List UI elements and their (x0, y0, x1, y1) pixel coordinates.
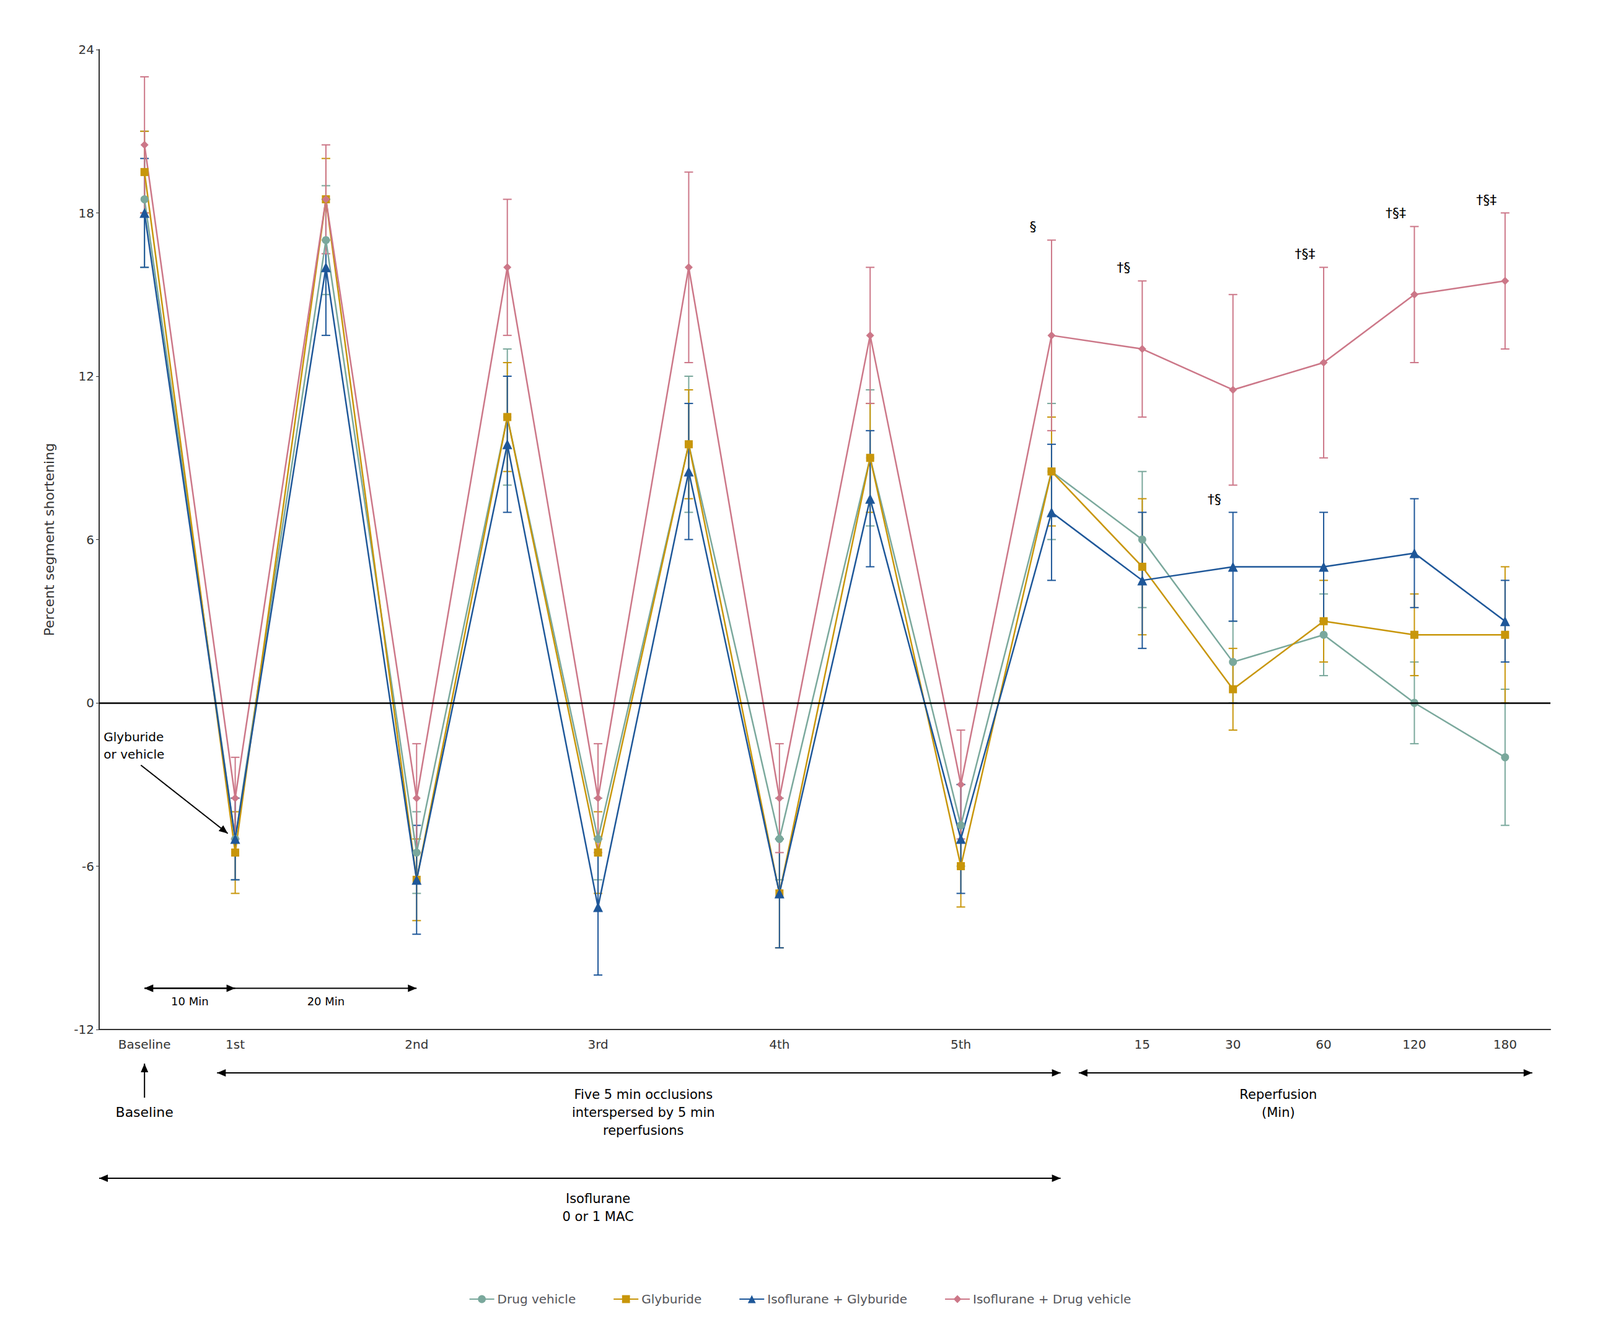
svg-text:4th: 4th (769, 1036, 790, 1052)
svg-text:180: 180 (1493, 1036, 1517, 1052)
svg-text:†§‡: †§‡ (1476, 192, 1497, 208)
svg-text:Isoflurane + Drug vehicle: Isoflurane + Drug vehicle (972, 1291, 1131, 1307)
svg-text:Five 5 min occlusions: Five 5 min occlusions (573, 1086, 713, 1102)
svg-text:2nd: 2nd (404, 1036, 429, 1052)
svg-text:Reperfusion: Reperfusion (1239, 1086, 1317, 1102)
svg-text:30: 30 (1225, 1036, 1241, 1052)
svg-text:18: 18 (78, 205, 95, 221)
svg-text:Baseline: Baseline (115, 1104, 174, 1120)
svg-text:†§: †§ (1116, 259, 1131, 276)
svg-text:20 Min: 20 Min (307, 994, 346, 1008)
svg-text:0 or 1 MAC: 0 or 1 MAC (562, 1208, 634, 1224)
svg-text:Glyburide: Glyburide (641, 1291, 702, 1307)
svg-text:Isoflurane + Glyburide: Isoflurane + Glyburide (767, 1291, 908, 1307)
svg-text:0: 0 (86, 695, 95, 711)
svg-text:60: 60 (1315, 1036, 1332, 1052)
svg-text:3rd: 3rd (587, 1036, 608, 1052)
svg-text:1st: 1st (225, 1036, 245, 1052)
svg-text:15: 15 (1134, 1036, 1151, 1052)
svg-text:Glyburide: Glyburide (103, 729, 164, 745)
svg-text:Baseline: Baseline (118, 1036, 172, 1052)
svg-text:§: § (1029, 218, 1037, 235)
svg-text:Percent segment shortening: Percent segment shortening (41, 443, 58, 636)
svg-text:-12: -12 (73, 1021, 95, 1037)
svg-text:Isoflurane: Isoflurane (565, 1191, 631, 1206)
svg-text:(Min): (Min) (1261, 1104, 1296, 1120)
svg-text:12: 12 (78, 368, 95, 384)
svg-text:or vehicle: or vehicle (103, 746, 165, 762)
svg-text:†§‡: †§‡ (1295, 246, 1316, 262)
svg-text:-6: -6 (81, 858, 95, 874)
svg-text:120: 120 (1402, 1036, 1426, 1052)
svg-text:interspersed by 5 min: interspersed by 5 min (571, 1104, 716, 1120)
svg-text:reperfusions: reperfusions (602, 1122, 685, 1138)
svg-text:5th: 5th (950, 1036, 972, 1052)
svg-text:6: 6 (86, 532, 95, 548)
svg-text:Drug vehicle: Drug vehicle (497, 1291, 577, 1307)
svg-text:†§‡: †§‡ (1385, 205, 1407, 221)
svg-text:†§: †§ (1207, 491, 1222, 507)
svg-text:24: 24 (78, 42, 95, 58)
svg-text:10 Min: 10 Min (171, 994, 209, 1008)
